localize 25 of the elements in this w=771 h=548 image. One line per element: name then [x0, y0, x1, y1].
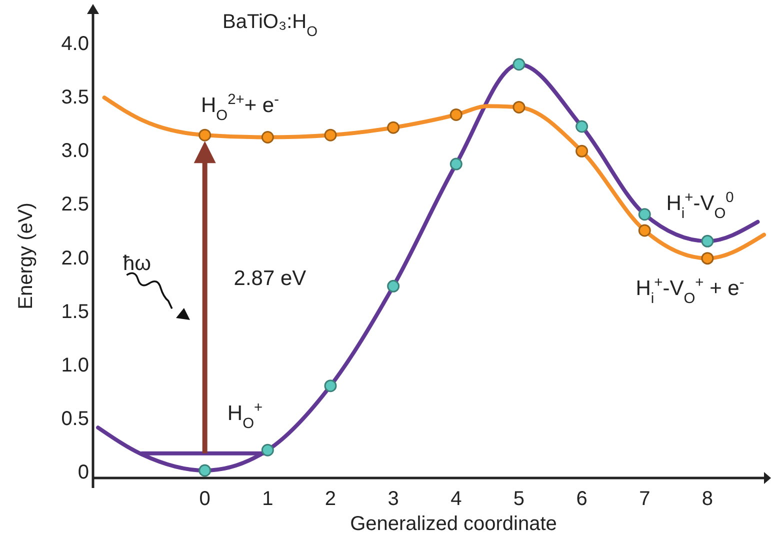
x-tick-label: 3 — [388, 488, 399, 510]
x-tick-label: 7 — [639, 488, 650, 510]
y-tick-label: 0.5 — [61, 408, 89, 430]
x-tick-label: 5 — [513, 488, 525, 510]
x-tick-label: 4 — [450, 488, 462, 510]
y-tick-label: 4.0 — [61, 32, 89, 55]
x-tick-label: 2 — [324, 488, 336, 510]
y-tick-label: 1.0 — [61, 354, 89, 376]
chart-title: BaTiO₃:H$_{O}$ — [222, 11, 318, 39]
y-tick-label: 0 — [78, 462, 89, 484]
y-tick-label: 1.5 — [61, 300, 89, 323]
x-tick-label: 6 — [576, 488, 588, 510]
y-tick-label: 2.5 — [61, 194, 89, 216]
y-tick-label: 2.0 — [61, 247, 89, 270]
y-tick-label: 3.5 — [61, 86, 89, 109]
annotation: ħω — [122, 252, 152, 275]
y-axis-title: Energy (eV) — [15, 202, 37, 310]
x-tick-label: 1 — [262, 488, 274, 510]
x-axis-title: Generalized coordinate — [350, 513, 557, 535]
x-tick-label: 0 — [199, 488, 210, 510]
annotation: 2.87 eV — [234, 267, 306, 290]
y-tick-label: 3.0 — [61, 140, 89, 162]
x-tick-label: 8 — [702, 488, 714, 510]
annotation: H$_{i}$$^{+}$-V$_{O}$$^{+}$ + e$^{-}$ — [636, 275, 744, 307]
annotation: H$_{O}$$^{2+}$+ e$^{-}$ — [200, 92, 280, 124]
